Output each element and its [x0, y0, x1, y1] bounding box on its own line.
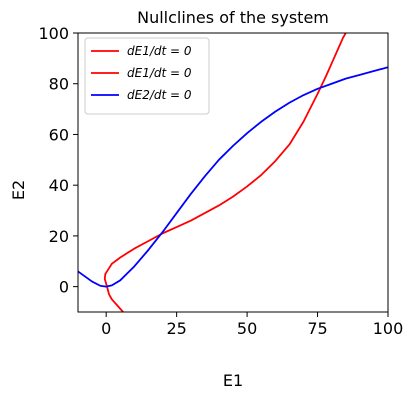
plot-frame [77, 32, 389, 313]
legend: dE1/dt = 0 dE1/dt = 0 dE2/dt = 0 [84, 37, 210, 115]
x-tick-label: 75 [307, 319, 327, 338]
legend-label: dE1/dt = 0 [127, 66, 192, 80]
y-tick-label: 0 [59, 278, 69, 297]
legend-label: dE2/dt = 0 [127, 88, 192, 102]
series-layer [78, 33, 388, 312]
chart-title: Nullclines of the system [137, 8, 329, 27]
plot-area [77, 32, 389, 313]
y-tick-label: 40 [49, 176, 69, 195]
series-line-2 [104, 33, 347, 275]
y-tick-label: 100 [38, 24, 69, 43]
x-axis: 0 25 50 75 100 [101, 312, 403, 338]
x-tick-label: 50 [237, 319, 257, 338]
series-line-1 [103, 273, 124, 312]
x-tick-label: 25 [166, 319, 186, 338]
x-tick-label: 100 [373, 319, 404, 338]
y-axis-label: E2 [9, 180, 28, 200]
x-tick-label: 0 [101, 319, 111, 338]
y-tick-label: 20 [49, 227, 69, 246]
legend-label: dE1/dt = 0 [127, 44, 192, 58]
x-axis-label: E1 [223, 371, 243, 390]
y-tick-label: 60 [49, 125, 69, 144]
series-line-3 [78, 66, 388, 288]
y-axis: 0 20 40 60 80 100 [38, 24, 78, 297]
y-tick-label: 80 [49, 75, 69, 94]
